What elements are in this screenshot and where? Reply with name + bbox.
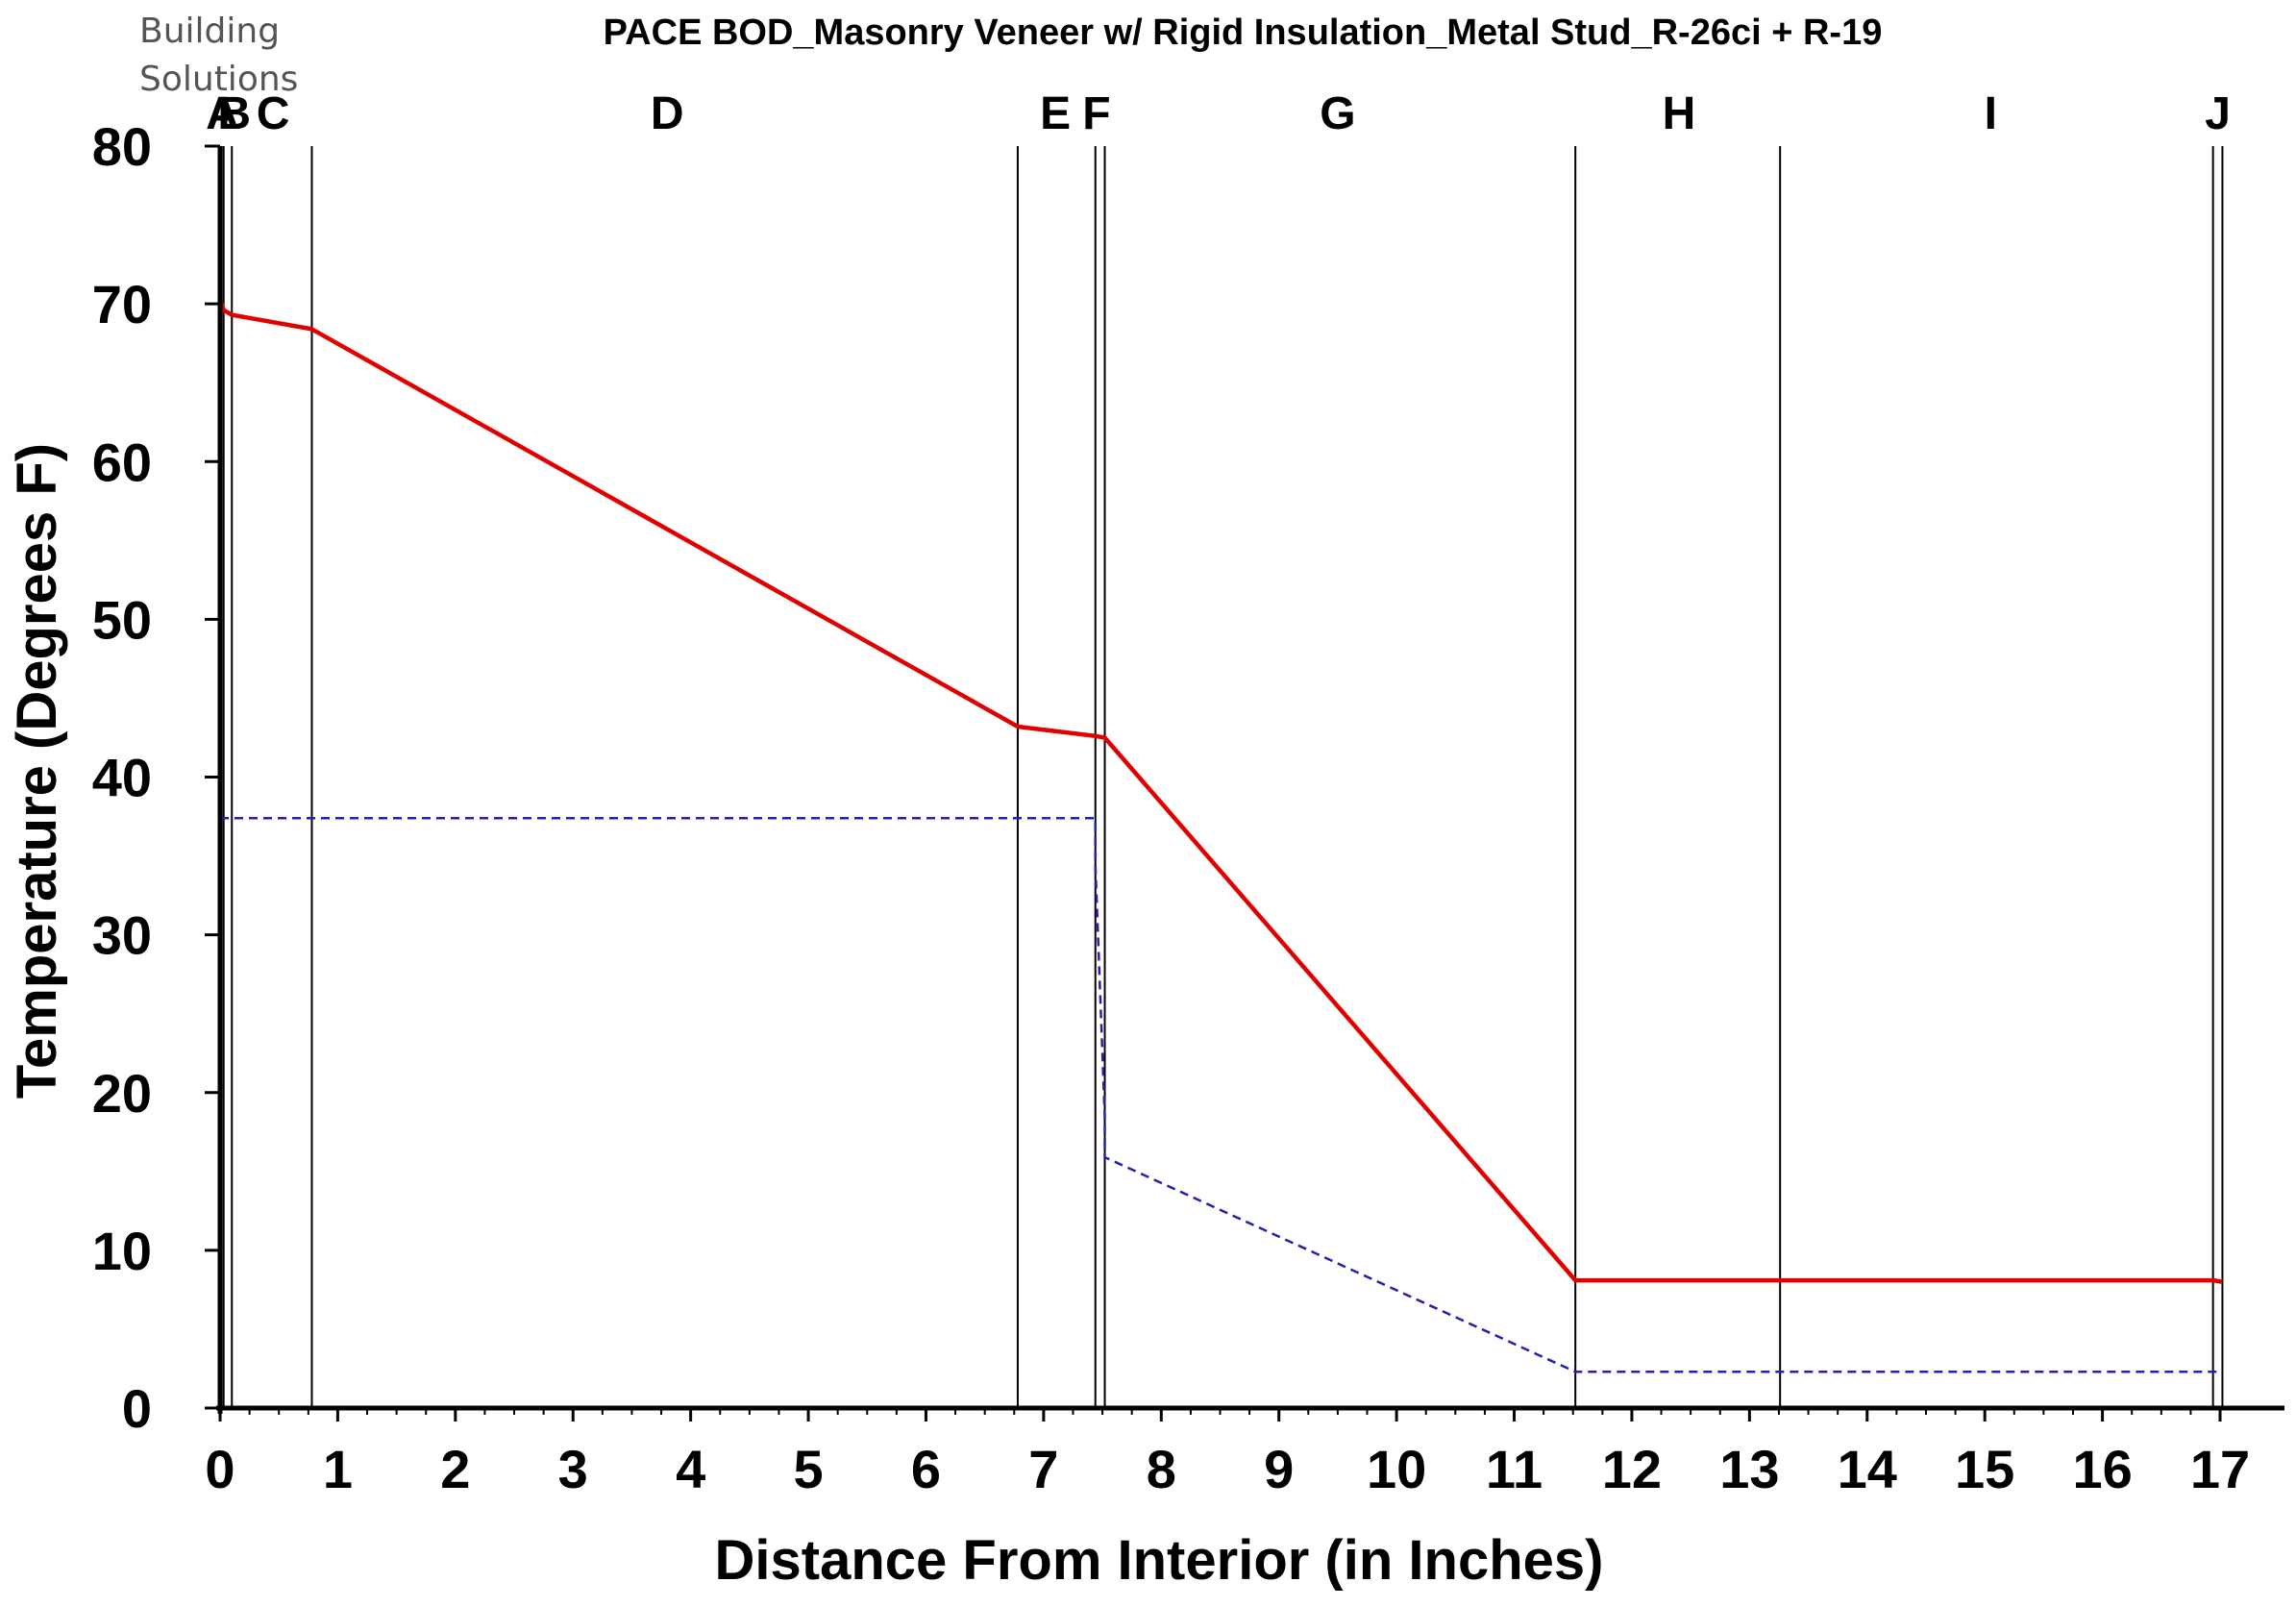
series-group — [217, 298, 2223, 1373]
y-tick-label-60: 60 — [92, 432, 152, 492]
x-tick-label-2: 2 — [440, 1439, 470, 1499]
brand-line-2: Solutions — [139, 60, 298, 99]
x-tick-label-13: 13 — [1719, 1439, 1779, 1499]
y-axis-title: Temperature (Degrees F) — [6, 443, 68, 1099]
x-tick-label-6: 6 — [911, 1439, 941, 1499]
y-tick-label-0: 0 — [122, 1378, 152, 1439]
layer-label-j: J — [2205, 88, 2231, 139]
x-tick-label-4: 4 — [676, 1439, 705, 1499]
x-tick-label-15: 15 — [1955, 1439, 2014, 1499]
chart-subtitle: PACE BOD_Masonry Veneer w/ Rigid Insulat… — [604, 12, 1883, 53]
brand-line-1: Building — [139, 12, 280, 51]
x-tick-label-5: 5 — [793, 1439, 823, 1499]
layer-label-i: I — [1985, 88, 1997, 139]
brand-logo: Building Solutions — [139, 12, 298, 99]
x-tick-label-10: 10 — [1367, 1439, 1426, 1499]
dew-point-line — [220, 816, 2223, 1373]
temperature-line — [217, 298, 2223, 1284]
layer-label-e: E — [1040, 88, 1071, 139]
x-tick-label-16: 16 — [2072, 1439, 2132, 1499]
layer-label-d: D — [651, 88, 684, 139]
x-tick-label-11: 11 — [1486, 1439, 1543, 1499]
x-axis-ticks: 0 1 2 3 4 5 6 7 8 9 10 11 12 13 14 15 16 17 — [205, 1408, 2250, 1499]
layer-label-g: G — [1320, 88, 1355, 139]
layer-label-a: A — [206, 88, 239, 139]
y-tick-label-50: 50 — [92, 589, 152, 650]
x-tick-label-8: 8 — [1147, 1439, 1176, 1499]
y-tick-label-80: 80 — [92, 116, 152, 177]
layer-label-c: C — [257, 88, 290, 139]
x-axis-title: Distance From Interior (in Inches) — [715, 1529, 1604, 1592]
y-tick-label-10: 10 — [92, 1221, 152, 1281]
layer-label-f: F — [1082, 88, 1110, 139]
x-tick-label-0: 0 — [205, 1439, 235, 1499]
layer-label-b: B — [217, 88, 251, 139]
y-tick-label-70: 70 — [92, 274, 152, 334]
layer-boundary-lines — [219, 146, 2224, 1408]
x-tick-label-7: 7 — [1028, 1439, 1058, 1499]
y-axis-ticks: 0 10 20 30 40 50 60 70 80 — [92, 116, 220, 1439]
y-tick-label-40: 40 — [92, 748, 152, 808]
y-tick-label-20: 20 — [92, 1063, 152, 1124]
x-tick-label-3: 3 — [558, 1439, 588, 1499]
x-tick-label-14: 14 — [1838, 1439, 1897, 1499]
x-tick-label-1: 1 — [323, 1439, 353, 1499]
x-tick-label-9: 9 — [1264, 1439, 1294, 1499]
layer-label-h: H — [1663, 88, 1696, 139]
x-tick-label-12: 12 — [1602, 1439, 1662, 1499]
x-tick-label-17: 17 — [2190, 1439, 2250, 1499]
layer-labels: AB C D E F G H I J — [206, 88, 2231, 139]
y-tick-label-30: 30 — [92, 905, 152, 966]
